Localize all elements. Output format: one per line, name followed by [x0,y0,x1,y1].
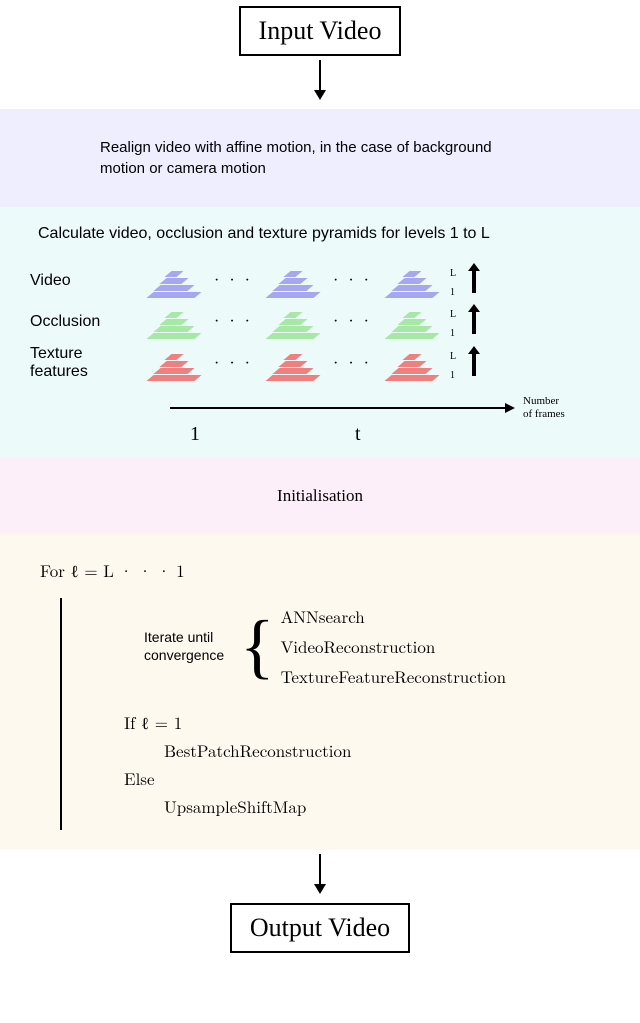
pyramids-section: Calculate video, occlusion and texture p… [0,207,640,458]
timeline: Number of frames [170,395,570,421]
if-line: If ℓ = 1 [124,710,600,734]
ellipsis: · · · [327,272,378,298]
pyramid-icon [269,271,317,298]
pyramid-row: Occlusion · · · · · · L1 [30,304,610,339]
up-arrow-icon [466,346,480,381]
timeline-labels: 1 t [190,423,610,446]
output-video-box: Output Video [230,903,410,953]
iterate-items: ANNsearch VideoReconstruction TextureFeatu… [281,598,507,694]
pyramid-icon [269,312,317,339]
pyramid-icon [269,354,317,381]
pyramids-title: Calculate video, occlusion and texture p… [38,225,610,243]
arrow-2 [0,850,640,903]
ellipsis: · · · [327,313,378,339]
pyramid-icon [150,354,198,381]
pyramid-row: Texturefeatures · · · · · · L1 [30,345,610,381]
for-line: For ℓ = L · · · 1 [40,558,600,582]
pyramid-icon [150,271,198,298]
ellipsis: · · · [208,272,259,298]
if-body: BestPatchReconstruction [164,738,600,762]
else-line: Else [124,766,600,790]
ellipsis: · · · [208,355,259,381]
iterate-label: Iterate until convergence [144,628,234,664]
level-axis: L1 [450,351,456,381]
realign-section: Realign video with affine motion, in the… [0,109,640,207]
timeline-caption: Number of frames [523,395,565,421]
pyramid-icon [388,312,436,339]
pyramid-icon [150,312,198,339]
iterate-item: ANNsearch [281,604,507,628]
brace-icon: { [240,616,275,676]
pyramid-row-label: Texturefeatures [30,345,150,381]
pyramid-row: Video · · · · · · L1 [30,263,610,298]
ellipsis: · · · [208,313,259,339]
realign-text: Realign video with affine motion, in the… [100,137,540,179]
pyramid-row-label: Occlusion [30,313,150,331]
arrow-1 [0,56,640,109]
level-axis: L1 [450,268,456,298]
init-text: Initialisation [0,486,640,506]
pyramid-row-label: Video [30,272,150,290]
up-arrow-icon [466,304,480,339]
level-axis: L1 [450,309,456,339]
pyramid-icon [388,271,436,298]
input-video-box: Input Video [239,6,402,56]
iterate-item: VideoReconstruction [281,634,507,658]
else-body: UpsampleShiftMap [164,794,600,818]
level-bar: Iterate until convergence { ANNsearch Vid… [60,598,600,830]
algorithm-section: For ℓ = L · · · 1 Iterate until converge… [0,534,640,850]
iterate-item: TextureFeatureReconstruction [281,664,507,688]
up-arrow-icon [466,263,480,298]
init-section: Initialisation [0,458,640,534]
ellipsis: · · · [327,355,378,381]
pyramid-icon [388,354,436,381]
